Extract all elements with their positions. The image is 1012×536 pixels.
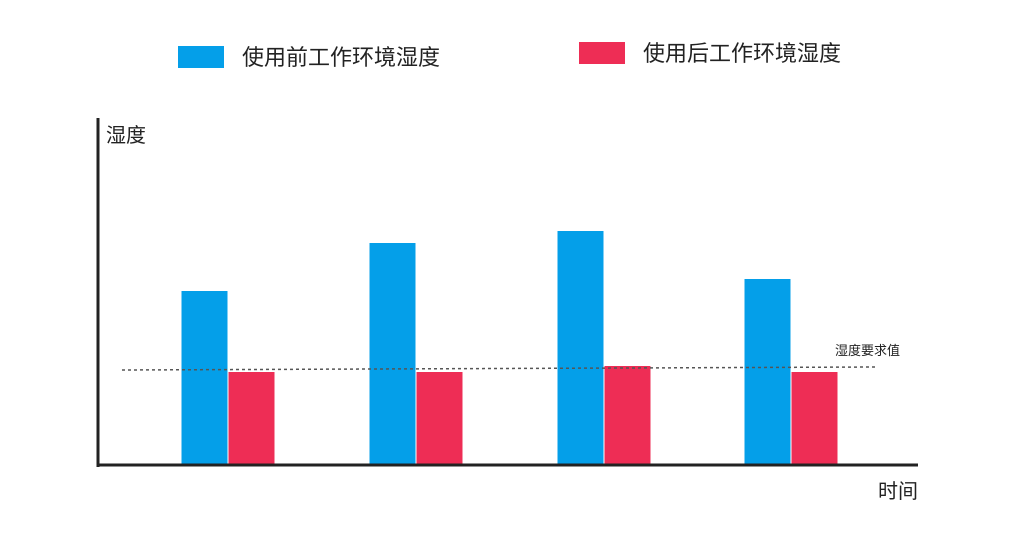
bars-group: [181, 231, 838, 464]
legend: 使用前工作环境湿度 使用后工作环境湿度: [178, 42, 841, 71]
bar-series-2-group-1: [228, 372, 275, 464]
x-axis-label: 时间: [878, 479, 918, 503]
bar-series-2-group-4: [791, 372, 838, 464]
legend-swatch-1: [178, 46, 224, 68]
bar-series-1-group-2: [369, 243, 416, 464]
legend-label-1: 使用前工作环境湿度: [242, 46, 440, 71]
y-axis-label: 湿度: [106, 123, 146, 147]
reference-line-label: 湿度要求值: [835, 343, 900, 359]
bar-series-1-group-4: [744, 279, 791, 464]
bar-series-1-group-1: [181, 291, 228, 464]
bar-series-1-group-3: [557, 231, 604, 464]
legend-label-2: 使用后工作环境湿度: [643, 42, 841, 67]
bar-series-2-group-2: [416, 372, 463, 464]
bar-series-2-group-3: [604, 366, 651, 464]
legend-swatch-2: [579, 42, 625, 64]
